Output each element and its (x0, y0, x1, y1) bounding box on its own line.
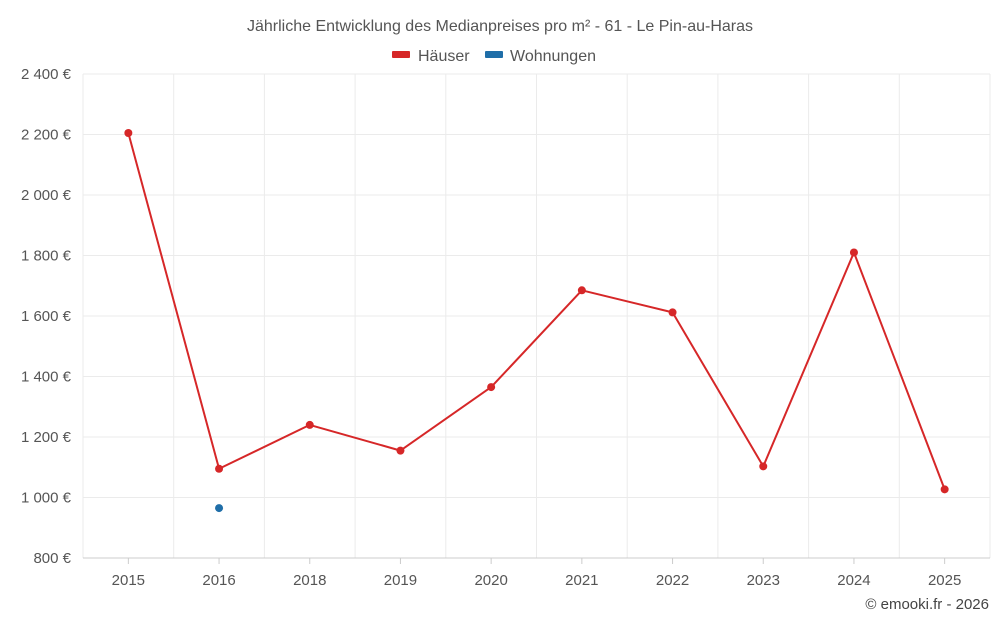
chart-title: Jährliche Entwicklung des Medianpreises … (247, 18, 753, 35)
data-point[interactable] (849, 248, 858, 257)
series-line (127, 132, 946, 490)
series-houses (124, 128, 949, 494)
data-point[interactable] (577, 286, 586, 295)
legend-item-houses[interactable]: Häuser (392, 48, 470, 65)
legend: Häuser Wohnungen (392, 48, 596, 65)
legend-label-houses: Häuser (418, 48, 470, 65)
x-tick-label: 2019 (384, 572, 417, 589)
x-tick-label: 2023 (747, 572, 780, 589)
y-tick-label: 2 200 € (21, 127, 72, 144)
data-point[interactable] (396, 446, 405, 455)
data-point[interactable] (124, 128, 133, 137)
x-tick-label: 2015 (112, 572, 145, 589)
y-tick-label: 800 € (33, 550, 71, 567)
x-tick-label: 2018 (293, 572, 326, 589)
x-tick-label: 2021 (565, 572, 598, 589)
series-apartments (215, 504, 224, 513)
y-tick-label: 1 800 € (21, 248, 72, 265)
data-point[interactable] (940, 485, 949, 494)
data-point[interactable] (215, 504, 224, 513)
legend-label-apartments: Wohnungen (510, 48, 596, 65)
y-tick-label: 1 000 € (21, 490, 72, 507)
x-tick-label: 2025 (928, 572, 961, 589)
legend-swatch-houses (392, 51, 410, 58)
y-tick-label: 2 000 € (21, 187, 72, 204)
credit-text: © emooki.fr - 2026 (865, 596, 989, 613)
x-tick-label: 2022 (656, 572, 689, 589)
legend-swatch-apartments (485, 51, 503, 58)
series (124, 128, 949, 513)
grid (82, 73, 991, 558)
x-tick-label: 2024 (837, 572, 870, 589)
axes: 800 € 1 000 € 1 200 € 1 400 € 1 600 € 1 800 €… (21, 66, 990, 589)
x-tick-label: 2020 (474, 572, 507, 589)
data-point[interactable] (305, 420, 314, 429)
y-tick-label: 1 400 € (21, 369, 72, 386)
data-point[interactable] (215, 464, 224, 473)
y-tick-label: 1 200 € (21, 429, 72, 446)
data-point[interactable] (668, 308, 677, 317)
y-tick-label: 1 600 € (21, 308, 72, 325)
legend-item-apartments[interactable]: Wohnungen (485, 48, 596, 65)
y-tick-label: 2 400 € (21, 66, 72, 83)
data-point[interactable] (487, 383, 496, 392)
x-tick-label: 2016 (202, 572, 235, 589)
data-point[interactable] (759, 462, 768, 471)
